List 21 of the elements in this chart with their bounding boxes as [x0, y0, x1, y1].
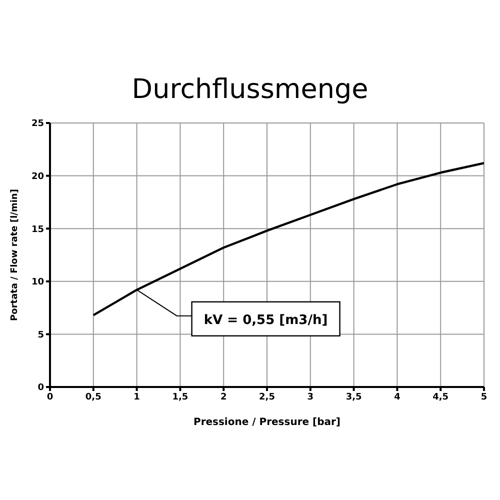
x-tick-label: 0,5 — [85, 392, 102, 402]
x-tick-label: 2,5 — [259, 392, 275, 402]
x-tick-label: 0 — [46, 392, 54, 402]
y-tick-label: 15 — [31, 224, 44, 235]
x-axis-title: Pressione / Pressure [bar] — [193, 417, 341, 428]
x-tick-label: 3 — [307, 392, 314, 402]
x-tick-label: 4 — [394, 392, 400, 402]
y-tick-label: 0 — [38, 383, 44, 394]
y-tick-label: 20 — [31, 172, 44, 182]
x-tick-label: 2 — [220, 392, 227, 402]
x-tick-label: 1,5 — [172, 392, 188, 402]
x-tick-label: 5 — [480, 392, 488, 402]
y-tick-label: 10 — [31, 278, 44, 288]
y-axis-title: Portata / Flow rate [l/min] — [10, 189, 20, 321]
x-tick-label: 1 — [134, 392, 140, 402]
x-tick-label: 4,5 — [432, 392, 449, 402]
annotation: kV = 0,55 [m3/h] — [204, 312, 328, 328]
x-tick-label: 3,5 — [346, 392, 362, 402]
chart-title: Durchflussmenge — [130, 73, 370, 107]
y-tick-label: 25 — [31, 119, 44, 130]
y-tick-label: 5 — [38, 330, 44, 340]
